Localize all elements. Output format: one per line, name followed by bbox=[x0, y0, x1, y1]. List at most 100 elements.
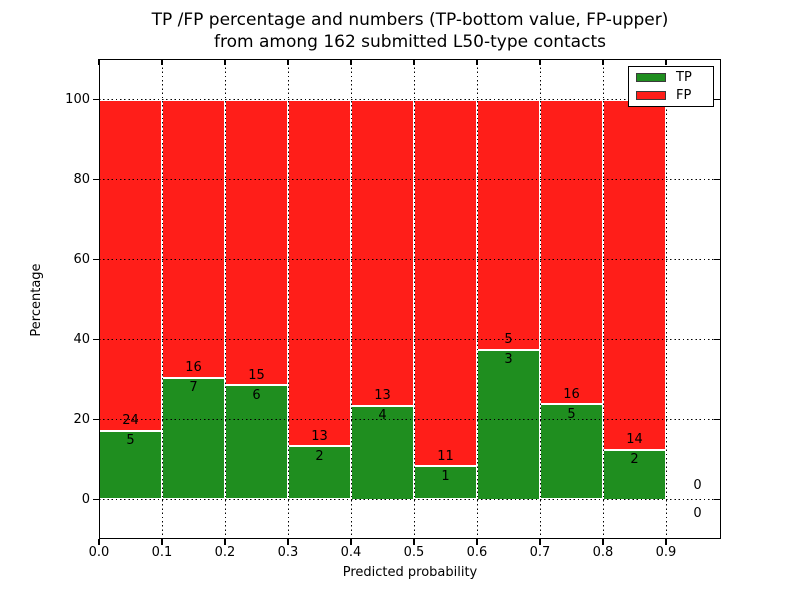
bar-fp-segment bbox=[351, 99, 414, 406]
x-tick-mark-top bbox=[665, 59, 667, 65]
x-tick-mark bbox=[413, 539, 415, 545]
legend-label-fp: FP bbox=[676, 87, 692, 103]
chart-title-line2: from among 162 submitted L50-type contac… bbox=[214, 32, 606, 52]
tp-count-label: 0 bbox=[693, 506, 702, 521]
y-tick-mark bbox=[93, 258, 99, 261]
tp-count-label: 6 bbox=[252, 387, 261, 403]
x-tick-mark bbox=[161, 539, 163, 545]
tp-count-label: 2 bbox=[630, 452, 639, 467]
x-tick-label: 0.6 bbox=[466, 545, 488, 560]
x-tick-mark-top bbox=[98, 59, 100, 65]
fp-count-label: 24 bbox=[122, 413, 139, 429]
x-tick-mark-top bbox=[539, 59, 541, 65]
y-tick-mark bbox=[93, 178, 99, 181]
x-tick-mark-top bbox=[476, 59, 478, 65]
legend-row-fp: FP bbox=[629, 89, 713, 102]
tp-count-label: 4 bbox=[378, 408, 387, 423]
bar-fp-segment bbox=[225, 99, 288, 386]
fp-count-label: 5 bbox=[504, 332, 513, 347]
fp-count-label: 14 bbox=[626, 432, 643, 447]
tp-count-label: 5 bbox=[567, 406, 576, 422]
y-tick-mark-right bbox=[714, 338, 720, 341]
y-tick-mark-right bbox=[714, 178, 720, 181]
chart-title-line1: TP /FP percentage and numbers (TP-bottom… bbox=[151, 10, 669, 30]
tp-count-label: 5 bbox=[126, 433, 135, 449]
h-gridline bbox=[99, 419, 721, 420]
x-tick-label: 0.5 bbox=[403, 545, 425, 560]
y-tick-mark bbox=[93, 418, 99, 421]
x-tick-label: 0.1 bbox=[151, 545, 173, 560]
v-gridline bbox=[350, 59, 352, 539]
y-tick-mark bbox=[93, 98, 99, 101]
y-tick-label: 80 bbox=[73, 172, 90, 187]
fp-count-label: 13 bbox=[374, 388, 391, 403]
x-axis-label: Predicted probability bbox=[342, 565, 478, 580]
tp-count-label: 1 bbox=[441, 468, 450, 484]
bar-tp-segment bbox=[414, 466, 477, 500]
h-gridline bbox=[99, 259, 721, 260]
bar-fp-segment bbox=[603, 99, 666, 450]
x-tick-mark-top bbox=[413, 59, 415, 65]
bar-tp-segment bbox=[162, 377, 225, 500]
chart-title: TP /FP percentage and numbers (TP-bottom… bbox=[10, 9, 800, 53]
fp-count-label: 15 bbox=[248, 367, 265, 383]
x-tick-mark bbox=[287, 539, 289, 545]
h-gridline bbox=[99, 179, 721, 180]
legend-label-tp: TP bbox=[676, 70, 692, 86]
bar-fp-segment bbox=[99, 99, 162, 431]
legend-swatch-fp bbox=[636, 90, 666, 100]
fp-count-label: 11 bbox=[437, 448, 454, 464]
h-gridline bbox=[99, 339, 721, 340]
v-gridline bbox=[161, 59, 163, 539]
bar-fp-segment bbox=[477, 99, 540, 350]
x-tick-mark-top bbox=[224, 59, 226, 65]
y-tick-mark bbox=[93, 498, 99, 501]
tp-count-label: 3 bbox=[504, 352, 513, 367]
y-tick-mark-right bbox=[714, 258, 720, 261]
tp-count-label: 2 bbox=[315, 448, 324, 464]
legend: TP FP bbox=[628, 66, 714, 107]
bar-fp-segment bbox=[288, 99, 351, 447]
v-gridline bbox=[602, 59, 604, 539]
x-tick-mark-top bbox=[287, 59, 289, 65]
legend-row-tp: TP bbox=[629, 71, 713, 84]
y-tick-mark bbox=[93, 338, 99, 341]
x-tick-mark bbox=[476, 539, 478, 545]
x-tick-label: 0.8 bbox=[592, 545, 614, 560]
fp-count-label: 0 bbox=[693, 478, 702, 493]
y-tick-label: 0 bbox=[81, 492, 90, 507]
x-tick-mark-top bbox=[350, 59, 352, 65]
h-gridline bbox=[99, 99, 721, 100]
plot-border bbox=[99, 59, 721, 539]
y-axis-label: Percentage bbox=[29, 263, 44, 337]
x-tick-label: 0.7 bbox=[529, 545, 551, 560]
legend-swatch-tp bbox=[636, 73, 666, 83]
x-tick-mark bbox=[224, 539, 226, 545]
v-gridline bbox=[413, 59, 415, 539]
x-tick-mark bbox=[539, 539, 541, 545]
y-tick-mark-right bbox=[714, 498, 720, 501]
bar-tp-segment bbox=[288, 446, 351, 500]
x-tick-mark-top bbox=[161, 59, 163, 65]
fp-count-label: 13 bbox=[311, 428, 328, 444]
v-gridline bbox=[476, 59, 478, 539]
bar-tp-segment bbox=[540, 404, 603, 500]
h-gridline bbox=[99, 499, 721, 500]
bar-fp-segment bbox=[540, 99, 603, 405]
tp-count-label: 7 bbox=[189, 380, 198, 396]
x-tick-label: 0.0 bbox=[88, 545, 110, 560]
bar-fp-segment bbox=[162, 99, 225, 378]
x-tick-mark bbox=[350, 539, 352, 545]
fp-count-label: 16 bbox=[563, 386, 580, 402]
x-tick-label: 0.9 bbox=[655, 545, 677, 560]
bar-tp-segment bbox=[225, 385, 288, 500]
v-gridline bbox=[287, 59, 289, 539]
x-tick-mark-top bbox=[602, 59, 604, 65]
x-tick-mark bbox=[665, 539, 667, 545]
y-tick-label: 20 bbox=[73, 412, 90, 427]
bar-tp-segment bbox=[603, 449, 666, 500]
x-tick-label: 0.4 bbox=[340, 545, 362, 560]
v-gridline bbox=[665, 59, 667, 539]
